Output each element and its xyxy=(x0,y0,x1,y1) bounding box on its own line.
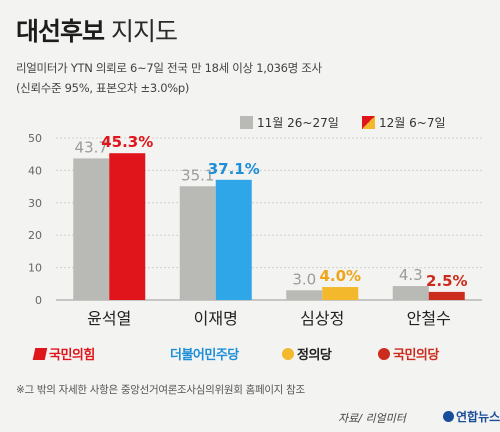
party-name: 더불어민주당 xyxy=(170,348,239,363)
value-label-latest: 45.3% xyxy=(101,133,153,151)
value-label-previous: 4.3 xyxy=(399,266,423,284)
footnote: ※그 밖의 자세한 사항은 중앙선거여론조사심의위원회 홈페이지 참조 xyxy=(16,384,305,396)
bar-latest xyxy=(109,153,146,300)
bar-latest xyxy=(215,179,252,300)
category-label: 안철수 xyxy=(407,309,451,328)
legend-swatch-previous xyxy=(240,116,253,129)
value-label-previous: 35.1 xyxy=(181,166,214,184)
justice-logo-icon xyxy=(282,348,294,360)
yonhap-logo: 연합뉴스 xyxy=(443,408,500,425)
page-title: 대선후보 지지도 xyxy=(16,12,178,48)
bar-previous xyxy=(392,286,429,300)
party-logo-1: 국민의힘 xyxy=(32,344,95,363)
y-tick-label: 20 xyxy=(28,229,42,242)
y-tick-label: 0 xyxy=(35,294,42,307)
y-tick-label: 30 xyxy=(28,197,42,210)
value-label-latest: 4.0% xyxy=(319,267,361,285)
value-label-latest: 2.5% xyxy=(426,272,468,290)
y-tick-label: 40 xyxy=(28,164,42,177)
bar-previous xyxy=(73,158,110,300)
globe-icon xyxy=(443,411,454,422)
bar-latest xyxy=(428,291,465,300)
title-rest: 지지도 xyxy=(110,17,178,46)
value-label-latest: 37.1% xyxy=(208,160,260,178)
party-name: 정의당 xyxy=(297,348,332,363)
bar-latest xyxy=(322,287,359,300)
title-bold: 대선후보 xyxy=(16,17,105,46)
party-logo-4: 국민의당 xyxy=(378,344,439,363)
value-label-previous: 3.0 xyxy=(292,270,316,288)
peoples-party-logo-icon xyxy=(378,348,390,360)
category-label: 윤석열 xyxy=(87,309,131,328)
party-logo-3: 정의당 xyxy=(282,344,332,363)
legend-swatch-latest xyxy=(362,116,375,129)
party-name: 국민의힘 xyxy=(49,348,95,363)
category-label: 심상정 xyxy=(300,309,344,328)
legend-label-latest: 12월 6~7일 xyxy=(379,116,446,130)
value-label-previous: 43.7 xyxy=(75,138,108,156)
ppp-logo-icon xyxy=(32,348,48,360)
bar-previous xyxy=(286,290,323,300)
brand-label: 연합뉴스 xyxy=(456,410,500,424)
category-label: 이재명 xyxy=(194,309,238,328)
survey-margin: (신뢰수준 95%, 표본오차 ±3.0%p) xyxy=(16,81,190,95)
party-name: 국민의당 xyxy=(393,348,439,363)
source-label: 자료/ 리얼미터 xyxy=(338,412,406,425)
party-logo-2: 더불어민주당 xyxy=(170,344,239,363)
survey-info: 리얼미터가 YTN 의뢰로 6~7일 전국 만 18세 이상 1,036명 조사 xyxy=(16,61,322,75)
y-tick-label: 10 xyxy=(28,262,42,275)
y-tick-label: 50 xyxy=(28,132,42,145)
bar-previous xyxy=(179,186,216,300)
legend-label-previous: 11월 26~27일 xyxy=(257,116,339,130)
